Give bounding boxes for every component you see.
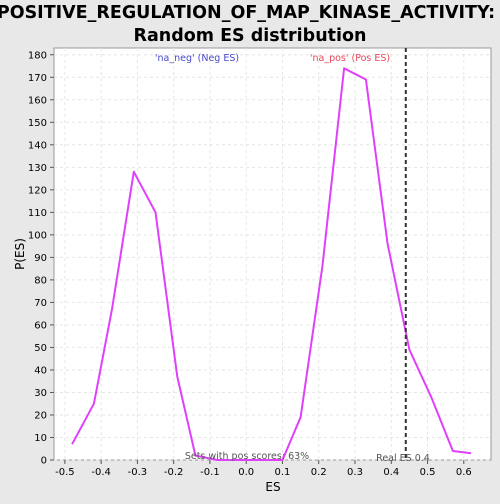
y-tick-label: 110 bbox=[28, 208, 47, 219]
y-tick-label: 180 bbox=[28, 50, 47, 61]
series-line bbox=[71, 67, 472, 461]
x-tick-label: 0.6 bbox=[456, 467, 472, 478]
x-axis-label: ES bbox=[265, 480, 280, 494]
y-tick-label: 140 bbox=[28, 140, 47, 151]
y-tick-label: 80 bbox=[34, 275, 47, 286]
x-tick-label: 0.3 bbox=[347, 467, 363, 478]
y-tick-label: 160 bbox=[28, 95, 47, 106]
y-tick-label: 50 bbox=[34, 343, 47, 354]
y-tick-label: 130 bbox=[28, 163, 47, 174]
pos-es-label: 'na_pos' (Pos ES) bbox=[310, 53, 390, 64]
y-axis: 0 10 20 30 40 50 60 70 80 90 100 110 120 130 140 150 160… bbox=[28, 50, 54, 467]
x-tick-label: 0.5 bbox=[420, 467, 436, 478]
x-tick-label: -0.2 bbox=[164, 467, 184, 478]
real-es-label: Real ES 0.4 bbox=[376, 453, 430, 464]
x-axis: -0.5 -0.4 -0.3 -0.2 -0.1 0.0 0.1 0.2 0.3 0.4 0.5 0.… bbox=[55, 460, 472, 478]
y-tick-label: 150 bbox=[28, 118, 47, 129]
x-tick-label: 0.0 bbox=[238, 467, 254, 478]
x-tick-label: -0.4 bbox=[91, 467, 111, 478]
y-tick-label: 0 bbox=[41, 456, 47, 467]
y-tick-label: 90 bbox=[34, 253, 47, 264]
plot-area bbox=[53, 47, 492, 461]
y-tick-label: 70 bbox=[34, 298, 47, 309]
x-tick-label: 0.2 bbox=[311, 467, 327, 478]
y-tick-label: 20 bbox=[34, 410, 47, 421]
y-tick-label: 100 bbox=[28, 230, 47, 241]
x-tick-label: -0.3 bbox=[128, 467, 148, 478]
y-tick-label: 120 bbox=[28, 185, 47, 196]
pos-scores-label: Sets with pos scores: 63% bbox=[185, 451, 309, 462]
series-group bbox=[71, 67, 472, 461]
grid bbox=[54, 48, 491, 461]
y-tick-label: 40 bbox=[34, 365, 47, 376]
chart-title-line-2: Random ES distribution bbox=[133, 26, 366, 46]
chart-title-line-1: POSITIVE_REGULATION_OF_MAP_KINASE_ACTIVI… bbox=[0, 3, 495, 23]
y-axis-label: P(ES) bbox=[13, 238, 27, 270]
y-tick-label: 170 bbox=[28, 73, 47, 84]
x-tick-label: 0.1 bbox=[275, 467, 291, 478]
y-tick-label: 10 bbox=[34, 433, 47, 444]
y-tick-label: 60 bbox=[34, 320, 47, 331]
neg-es-label: 'na_neg' (Neg ES) bbox=[155, 53, 239, 64]
x-tick-label: -0.1 bbox=[200, 467, 220, 478]
x-tick-label: -0.5 bbox=[55, 467, 75, 478]
y-tick-label: 30 bbox=[34, 388, 47, 399]
x-tick-label: 0.4 bbox=[383, 467, 399, 478]
